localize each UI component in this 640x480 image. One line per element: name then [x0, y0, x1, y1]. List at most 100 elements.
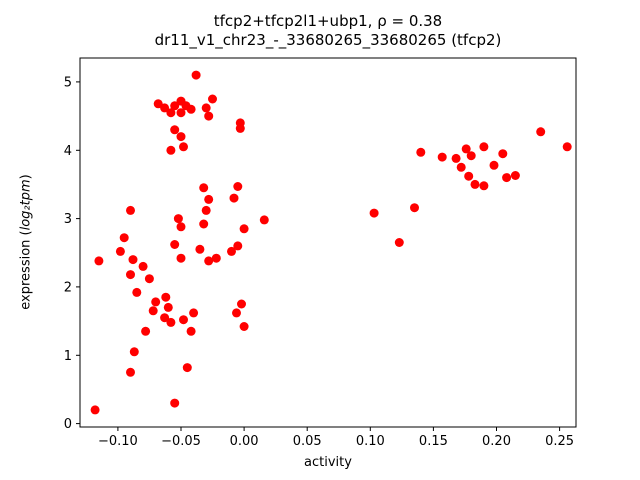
x-tick-label: 0.00: [230, 434, 259, 449]
y-tick-label: 2: [64, 280, 72, 295]
data-point: [233, 182, 243, 191]
data-point: [166, 317, 176, 327]
data-point: [229, 193, 239, 203]
data-point: [199, 219, 209, 229]
data-point: [94, 256, 104, 266]
data-point: [160, 103, 170, 113]
data-point: [176, 132, 186, 142]
y-tick-label: 4: [64, 144, 72, 159]
y-tick-label: 3: [64, 212, 72, 227]
data-point: [235, 123, 245, 133]
data-point: [416, 147, 426, 157]
data-point: [129, 347, 139, 357]
data-point: [461, 144, 471, 154]
data-point: [437, 152, 447, 162]
data-point: [536, 127, 546, 137]
data-point: [170, 240, 180, 249]
data-point: [489, 160, 499, 170]
data-point: [141, 326, 151, 336]
data-point: [410, 203, 419, 213]
data-point: [173, 214, 183, 224]
data-point: [148, 306, 158, 316]
data-point: [166, 145, 176, 155]
data-point: [464, 171, 474, 181]
data-point: [451, 153, 461, 163]
data-point: [115, 246, 125, 256]
data-point: [201, 205, 211, 215]
data-point: [176, 253, 186, 263]
data-point: [456, 162, 466, 172]
data-point: [179, 315, 188, 325]
data-point: [502, 173, 512, 183]
y-tick-label: 5: [64, 75, 72, 90]
data-point: [394, 238, 404, 247]
data-point: [144, 274, 154, 284]
data-point: [239, 224, 249, 234]
chart-title-line2: dr11_v1_chr23_-_33680265_33680265 (tfcp2…: [154, 31, 502, 49]
y-tick-label: 0: [64, 417, 72, 432]
data-point: [138, 261, 148, 271]
data-point: [369, 208, 379, 218]
plot-border: [79, 57, 577, 428]
data-point: [170, 398, 180, 408]
y-axis-label-suffix: ): [18, 174, 34, 180]
data-point: [211, 253, 221, 263]
data-point: [204, 111, 214, 121]
data-point: [160, 313, 170, 323]
data-point: [239, 322, 249, 331]
data-point: [182, 363, 192, 373]
data-point: [233, 241, 243, 251]
data-point: [208, 94, 217, 104]
data-point: [126, 205, 135, 215]
data-point: [562, 142, 572, 152]
x-tick-label: −0.10: [98, 434, 138, 449]
data-point: [189, 308, 199, 318]
data-point: [179, 142, 188, 152]
data-point: [204, 256, 214, 266]
data-point: [232, 308, 241, 318]
data-point: [201, 103, 211, 113]
y-axis-label-math: log₂tpm: [18, 179, 34, 231]
data-point: [119, 233, 129, 243]
data-point: [510, 171, 520, 180]
data-point: [237, 299, 246, 309]
data-point: [176, 222, 186, 232]
data-point: [195, 244, 205, 254]
data-point: [199, 183, 209, 193]
data-point: [166, 108, 176, 118]
x-tick-label: 0.15: [419, 434, 448, 449]
data-point: [151, 297, 161, 307]
data-point: [126, 270, 135, 280]
data-point: [186, 326, 196, 336]
x-tick-label: 0.10: [356, 434, 385, 449]
data-point: [161, 292, 171, 302]
data-point: [479, 181, 489, 191]
y-tick-label: 1: [64, 349, 72, 364]
y-axis-label-prefix: expression (: [18, 230, 34, 310]
x-tick-label: 0.25: [545, 434, 574, 449]
data-point: [466, 151, 476, 161]
data-point: [479, 142, 489, 152]
y-axis-label: expression (log₂tpm): [19, 174, 34, 309]
x-tick-label: 0.20: [482, 434, 511, 449]
data-point: [176, 108, 186, 118]
chart-title-line1: tfcp2+tfcp2l1+ubp1, ρ = 0.38: [213, 12, 443, 30]
data-point: [170, 125, 180, 135]
x-tick-label: −0.05: [161, 434, 201, 449]
data-point: [126, 367, 135, 377]
data-point: [186, 104, 196, 114]
data-point: [204, 194, 214, 204]
data-point: [90, 405, 100, 415]
data-point: [259, 215, 269, 225]
x-tick-label: 0.05: [293, 434, 322, 449]
data-point: [170, 101, 180, 111]
data-point: [191, 70, 201, 80]
x-axis-label: activity: [304, 455, 352, 470]
data-point: [128, 255, 138, 265]
data-point: [227, 246, 236, 256]
data-point: [470, 179, 480, 189]
data-point: [163, 302, 173, 312]
data-point: [132, 287, 142, 297]
